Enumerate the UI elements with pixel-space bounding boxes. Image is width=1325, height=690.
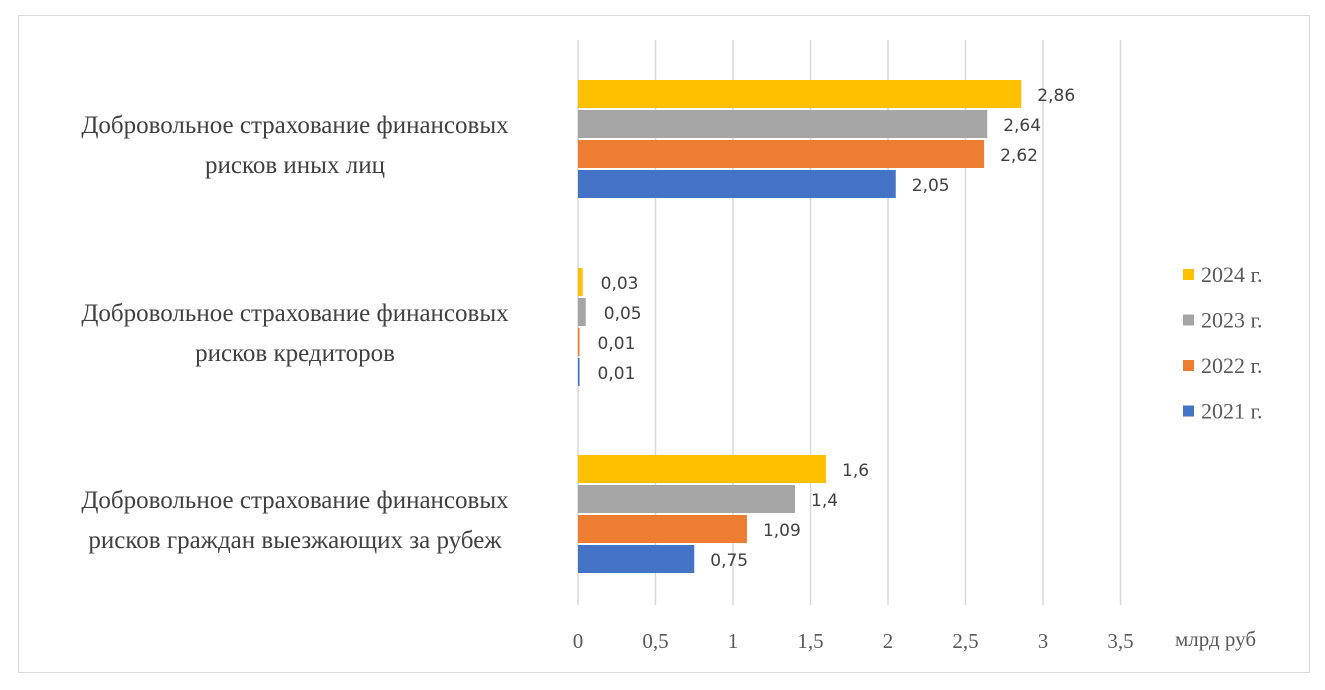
legend-swatch xyxy=(1183,314,1194,326)
bar xyxy=(578,515,747,543)
legend-label: 2023 г. xyxy=(1201,308,1263,333)
data-label: 0,03 xyxy=(601,274,639,294)
legend-label: 2024 г. xyxy=(1201,262,1263,287)
category-label: Добровольное страхование финансовых xyxy=(81,487,509,514)
x-tick-label: 3,5 xyxy=(1107,629,1133,653)
legend-label: 2021 г. xyxy=(1201,399,1263,424)
bar xyxy=(578,170,896,198)
x-tick-label: 2,5 xyxy=(952,629,978,653)
bar xyxy=(578,455,826,483)
bar xyxy=(578,545,695,573)
bar xyxy=(578,358,580,386)
data-label: 0,05 xyxy=(604,304,642,324)
data-label: 0,01 xyxy=(598,334,636,354)
bar xyxy=(578,80,1022,108)
bar xyxy=(578,328,580,356)
data-label: 1,4 xyxy=(811,491,838,511)
category-label: рисков граждан выезжающих за рубеж xyxy=(88,527,502,554)
bar xyxy=(578,298,586,326)
bar xyxy=(578,485,795,513)
data-label: 2,62 xyxy=(1000,146,1038,166)
x-axis-label: млрд руб xyxy=(1175,627,1256,651)
x-tick-label: 1 xyxy=(728,629,739,653)
data-label: 2,05 xyxy=(912,176,950,196)
x-tick-label: 0,5 xyxy=(642,629,668,653)
data-label: 1,09 xyxy=(763,521,801,541)
data-label: 2,86 xyxy=(1037,86,1075,106)
chart-frame xyxy=(18,15,1310,673)
legend-swatch xyxy=(1183,405,1194,417)
legend-label: 2022 г. xyxy=(1201,353,1263,378)
legend-swatch xyxy=(1183,269,1194,280)
category-label: рисков кредиторов xyxy=(195,340,395,367)
data-label: 1,6 xyxy=(842,461,869,481)
category-label: рисков иных лиц xyxy=(205,152,385,179)
data-label: 2,64 xyxy=(1003,116,1041,136)
data-label: 0,01 xyxy=(598,364,636,384)
category-label: Добровольное страхование финансовых xyxy=(81,112,509,139)
x-tick-label: 3 xyxy=(1038,629,1049,653)
x-tick-label: 1,5 xyxy=(797,629,823,653)
bar xyxy=(578,110,988,138)
category-label: Добровольное страхование финансовых xyxy=(81,300,509,327)
x-tick-label: 0 xyxy=(573,629,584,653)
legend-swatch xyxy=(1183,360,1194,371)
x-tick-label: 2 xyxy=(883,629,894,653)
data-label: 0,75 xyxy=(710,551,748,571)
bar xyxy=(578,268,583,296)
bar xyxy=(578,140,985,168)
